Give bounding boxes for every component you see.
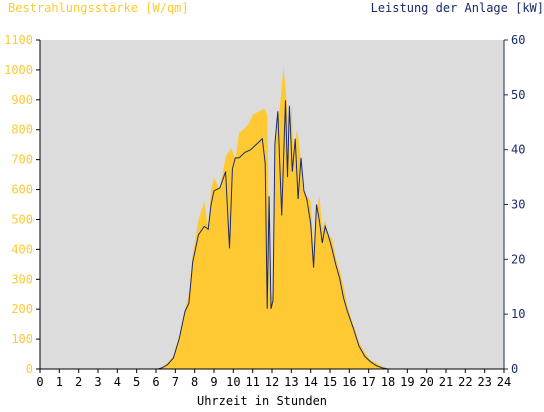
power-line-layer [40, 100, 504, 370]
x-tick-label: 15 [323, 375, 337, 389]
x-tick-label: 7 [172, 375, 179, 389]
left-tick-label: 400 [11, 242, 33, 256]
x-tick-label: 10 [226, 375, 240, 389]
x-tick-label: 2 [75, 375, 82, 389]
left-tick-label: 300 [11, 272, 33, 286]
x-tick-label: 14 [303, 375, 317, 389]
right-tick-label: 10 [511, 307, 525, 321]
left-tick-label: 600 [11, 183, 33, 197]
x-tick-label: 16 [342, 375, 356, 389]
x-tick-label: 1 [56, 375, 63, 389]
x-tick-label: 18 [381, 375, 395, 389]
right-tick-label: 0 [511, 362, 518, 376]
x-axis-title: Uhrzeit in Stunden [197, 394, 327, 408]
x-tick-label: 9 [210, 375, 217, 389]
left-tick-label: 900 [11, 93, 33, 107]
power-line [40, 100, 504, 370]
x-tick-label: 20 [419, 375, 433, 389]
irradiance-area [40, 66, 504, 370]
x-tick-label: 13 [284, 375, 298, 389]
irradiance-area-layer [40, 66, 504, 370]
x-tick-label: 12 [265, 375, 279, 389]
left-tick-label: 800 [11, 123, 33, 137]
x-tick-label: 3 [94, 375, 101, 389]
right-tick-label: 30 [511, 198, 525, 212]
right-tick-label: 50 [511, 88, 525, 102]
x-tick-label: 22 [458, 375, 472, 389]
x-tick-label: 11 [245, 375, 259, 389]
left-axis-title: Bestrahlungsstärke [W/qm] [8, 1, 189, 15]
left-tick-label: 700 [11, 153, 33, 167]
x-tick-label: 23 [477, 375, 491, 389]
x-tick-label: 8 [191, 375, 198, 389]
x-tick-label: 24 [497, 375, 511, 389]
tick-label-layer: 0100200300400500600700800900100011000102… [4, 33, 525, 389]
right-tick-label: 20 [511, 252, 525, 266]
left-tick-label: 100 [11, 332, 33, 346]
x-tick-label: 4 [114, 375, 121, 389]
right-tick-label: 60 [511, 33, 525, 47]
x-tick-label: 21 [439, 375, 453, 389]
left-tick-label: 0 [26, 362, 33, 376]
right-tick-label: 40 [511, 143, 525, 157]
left-tick-label: 1000 [4, 63, 33, 77]
right-axis-title: Leistung der Anlage [kW] [371, 1, 544, 15]
x-tick-label: 0 [36, 375, 43, 389]
x-tick-label: 19 [400, 375, 414, 389]
axis-layer [36, 39, 508, 373]
left-tick-label: 200 [11, 302, 33, 316]
left-tick-label: 1100 [4, 33, 33, 47]
left-tick-label: 500 [11, 212, 33, 226]
x-tick-label: 5 [133, 375, 140, 389]
x-tick-label: 6 [152, 375, 159, 389]
x-tick-label: 17 [361, 375, 375, 389]
